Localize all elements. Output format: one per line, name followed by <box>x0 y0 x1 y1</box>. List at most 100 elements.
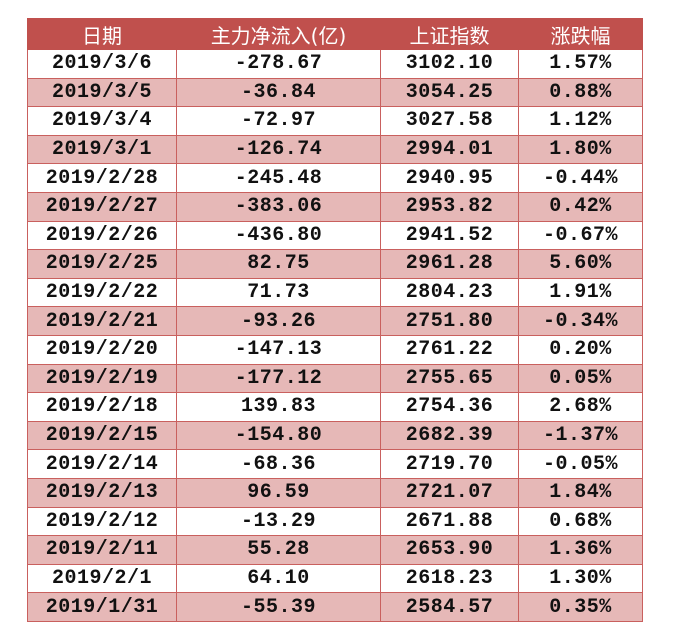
date-cell: 2019/1/31 <box>27 592 177 622</box>
table-row: 2019/2/19 -177.12 2755.65 0.05% <box>27 363 643 394</box>
net-inflow-cell: -93.26 <box>176 306 381 336</box>
change-cell: 1.36% <box>518 535 643 565</box>
net-inflow-cell: 82.75 <box>176 249 381 279</box>
index-cell: 2721.07 <box>380 477 519 508</box>
date-cell: 2019/3/4 <box>27 106 177 136</box>
index-cell: 2940.95 <box>380 163 519 193</box>
table-row: 2019/2/21 -93.26 2751.80 -0.34% <box>27 306 643 336</box>
net-inflow-cell: -68.36 <box>176 449 381 479</box>
date-cell: 2019/2/22 <box>27 277 177 308</box>
net-inflow-cell: -72.97 <box>176 106 381 136</box>
net-inflow-cell: 64.10 <box>176 563 381 594</box>
date-cell: 2019/2/18 <box>27 392 177 422</box>
table-row: 2019/2/28 -245.48 2940.95 -0.44% <box>27 163 643 193</box>
change-cell: -0.67% <box>518 220 643 251</box>
date-cell: 2019/2/26 <box>27 220 177 251</box>
index-cell: 3027.58 <box>380 106 519 136</box>
table-row: 2019/3/5 -36.84 3054.25 0.88% <box>27 77 643 108</box>
index-cell: 2584.57 <box>380 592 519 622</box>
table-row: 2019/3/4 -72.97 3027.58 1.12% <box>27 106 643 136</box>
net-inflow-cell: -245.48 <box>176 163 381 193</box>
date-cell: 2019/2/15 <box>27 420 177 451</box>
header-index: 上证指数 <box>380 18 519 50</box>
table-row: 2019/2/26 -436.80 2941.52 -0.67% <box>27 220 643 251</box>
index-cell: 2961.28 <box>380 249 519 279</box>
index-cell: 2671.88 <box>380 506 519 537</box>
table-row: 2019/3/6 -278.67 3102.10 1.57% <box>27 49 643 79</box>
net-inflow-cell: 71.73 <box>176 277 381 308</box>
date-cell: 2019/3/6 <box>27 49 177 79</box>
table-row: 2019/2/15 -154.80 2682.39 -1.37% <box>27 420 643 451</box>
table-row: 2019/2/18 139.83 2754.36 2.68% <box>27 392 643 422</box>
table-row: 2019/1/31 -55.39 2584.57 0.35% <box>27 592 643 622</box>
change-cell: -0.34% <box>518 306 643 336</box>
date-cell: 2019/2/25 <box>27 249 177 279</box>
index-cell: 2804.23 <box>380 277 519 308</box>
net-inflow-cell: -36.84 <box>176 77 381 108</box>
date-cell: 2019/2/28 <box>27 163 177 193</box>
net-inflow-cell: -147.13 <box>176 334 381 365</box>
change-cell: 2.68% <box>518 392 643 422</box>
index-cell: 3054.25 <box>380 77 519 108</box>
date-cell: 2019/2/11 <box>27 535 177 565</box>
net-inflow-cell: -383.06 <box>176 191 381 222</box>
date-cell: 2019/2/14 <box>27 449 177 479</box>
change-cell: -0.05% <box>518 449 643 479</box>
index-cell: 2754.36 <box>380 392 519 422</box>
change-cell: 1.12% <box>518 106 643 136</box>
index-cell: 2994.01 <box>380 134 519 165</box>
table-row: 2019/2/13 96.59 2721.07 1.84% <box>27 477 643 508</box>
index-cell: 2618.23 <box>380 563 519 594</box>
change-cell: 1.91% <box>518 277 643 308</box>
index-cell: 2751.80 <box>380 306 519 336</box>
index-cell: 2953.82 <box>380 191 519 222</box>
net-inflow-cell: -126.74 <box>176 134 381 165</box>
change-cell: 0.35% <box>518 592 643 622</box>
date-cell: 2019/2/20 <box>27 334 177 365</box>
change-cell: 0.68% <box>518 506 643 537</box>
net-inflow-cell: -13.29 <box>176 506 381 537</box>
date-cell: 2019/2/1 <box>27 563 177 594</box>
table-row: 2019/2/11 55.28 2653.90 1.36% <box>27 535 643 565</box>
change-cell: 0.88% <box>518 77 643 108</box>
index-cell: 2682.39 <box>380 420 519 451</box>
header-row: 日期 主力净流入(亿) 上证指数 涨跌幅 <box>27 18 643 50</box>
header-date: 日期 <box>27 18 177 50</box>
table-row: 2019/2/14 -68.36 2719.70 -0.05% <box>27 449 643 479</box>
table-row: 2019/2/20 -147.13 2761.22 0.20% <box>27 334 643 365</box>
change-cell: -1.37% <box>518 420 643 451</box>
net-inflow-cell: 139.83 <box>176 392 381 422</box>
date-cell: 2019/2/27 <box>27 191 177 222</box>
table-row: 2019/2/12 -13.29 2671.88 0.68% <box>27 506 643 537</box>
index-cell: 2755.65 <box>380 363 519 394</box>
change-cell: 0.20% <box>518 334 643 365</box>
header-net-inflow: 主力净流入(亿) <box>176 18 381 50</box>
change-cell: 1.30% <box>518 563 643 594</box>
date-cell: 2019/2/21 <box>27 306 177 336</box>
net-inflow-cell: -436.80 <box>176 220 381 251</box>
table-row: 2019/2/25 82.75 2961.28 5.60% <box>27 249 643 279</box>
net-inflow-cell: 55.28 <box>176 535 381 565</box>
change-cell: 1.84% <box>518 477 643 508</box>
index-cell: 2941.52 <box>380 220 519 251</box>
date-cell: 2019/3/1 <box>27 134 177 165</box>
change-cell: 5.60% <box>518 249 643 279</box>
net-inflow-cell: -154.80 <box>176 420 381 451</box>
header-change: 涨跌幅 <box>518 18 643 50</box>
market-flow-table: 日期 主力净流入(亿) 上证指数 涨跌幅 2019/3/6 -278.67 3102… <box>27 18 643 622</box>
table-row: 2019/2/22 71.73 2804.23 1.91% <box>27 277 643 308</box>
table-row: 2019/2/27 -383.06 2953.82 0.42% <box>27 191 643 222</box>
change-cell: 0.05% <box>518 363 643 394</box>
net-inflow-cell: -177.12 <box>176 363 381 394</box>
change-cell: 1.80% <box>518 134 643 165</box>
index-cell: 2761.22 <box>380 334 519 365</box>
index-cell: 2719.70 <box>380 449 519 479</box>
table-row: 2019/2/1 64.10 2618.23 1.30% <box>27 563 643 594</box>
net-inflow-cell: 96.59 <box>176 477 381 508</box>
index-cell: 3102.10 <box>380 49 519 79</box>
index-cell: 2653.90 <box>380 535 519 565</box>
net-inflow-cell: -55.39 <box>176 592 381 622</box>
date-cell: 2019/2/12 <box>27 506 177 537</box>
date-cell: 2019/2/19 <box>27 363 177 394</box>
change-cell: 1.57% <box>518 49 643 79</box>
